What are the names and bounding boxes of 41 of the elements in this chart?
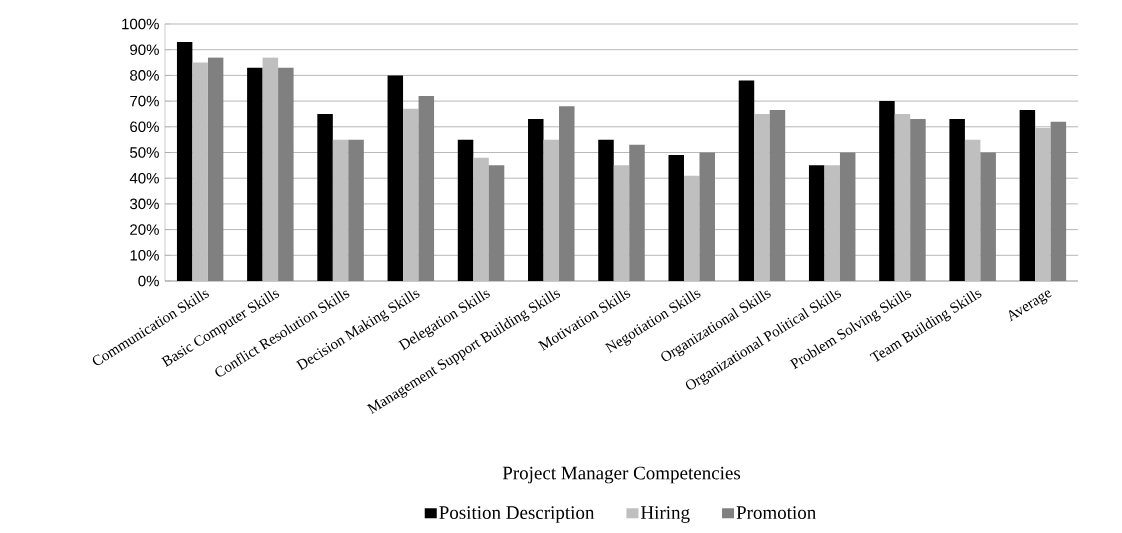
legend-label: Hiring: [640, 506, 690, 523]
bar: [543, 139, 560, 281]
legend-label: Promotion: [736, 506, 816, 519]
legend-label: Position Description: [439, 506, 595, 523]
bar: [668, 155, 684, 281]
y-tick-label: 50%: [130, 147, 159, 158]
bar: [473, 157, 489, 281]
bar: [332, 139, 349, 281]
bar: [262, 57, 279, 281]
bar: [894, 113, 911, 281]
bar: [247, 67, 263, 281]
bar: [613, 165, 630, 281]
y-tick-label: 40%: [129, 172, 159, 184]
bar: [683, 175, 700, 281]
y-tick-label: 30%: [130, 198, 159, 210]
bar: [1019, 110, 1036, 281]
bar: [176, 41, 193, 281]
y-tick-label: 60%: [130, 121, 159, 133]
bar: [528, 119, 544, 281]
bar: [598, 139, 614, 281]
bar: [403, 108, 419, 281]
bar: [879, 101, 895, 281]
bar: [317, 113, 333, 281]
bar: [738, 80, 755, 281]
bar: [387, 75, 404, 281]
bar: [808, 165, 825, 281]
bar: [824, 165, 840, 281]
y-tick-label: 70%: [130, 95, 159, 107]
bar: [1035, 128, 1051, 281]
y-tick-label: 20%: [130, 224, 159, 235]
bar: [754, 113, 770, 281]
y-tick-label: 100%: [122, 18, 159, 30]
y-tick-label: 90%: [130, 44, 159, 55]
bar: [457, 139, 474, 281]
y-tick-label: 10%: [130, 249, 159, 261]
bar: [949, 119, 965, 281]
bar: [192, 62, 208, 281]
bar: [964, 139, 981, 281]
y-tick-label: 0%: [138, 275, 159, 287]
x-axis-title: Project Manager Competencies: [502, 466, 741, 484]
y-tick-label: 80%: [130, 70, 159, 81]
